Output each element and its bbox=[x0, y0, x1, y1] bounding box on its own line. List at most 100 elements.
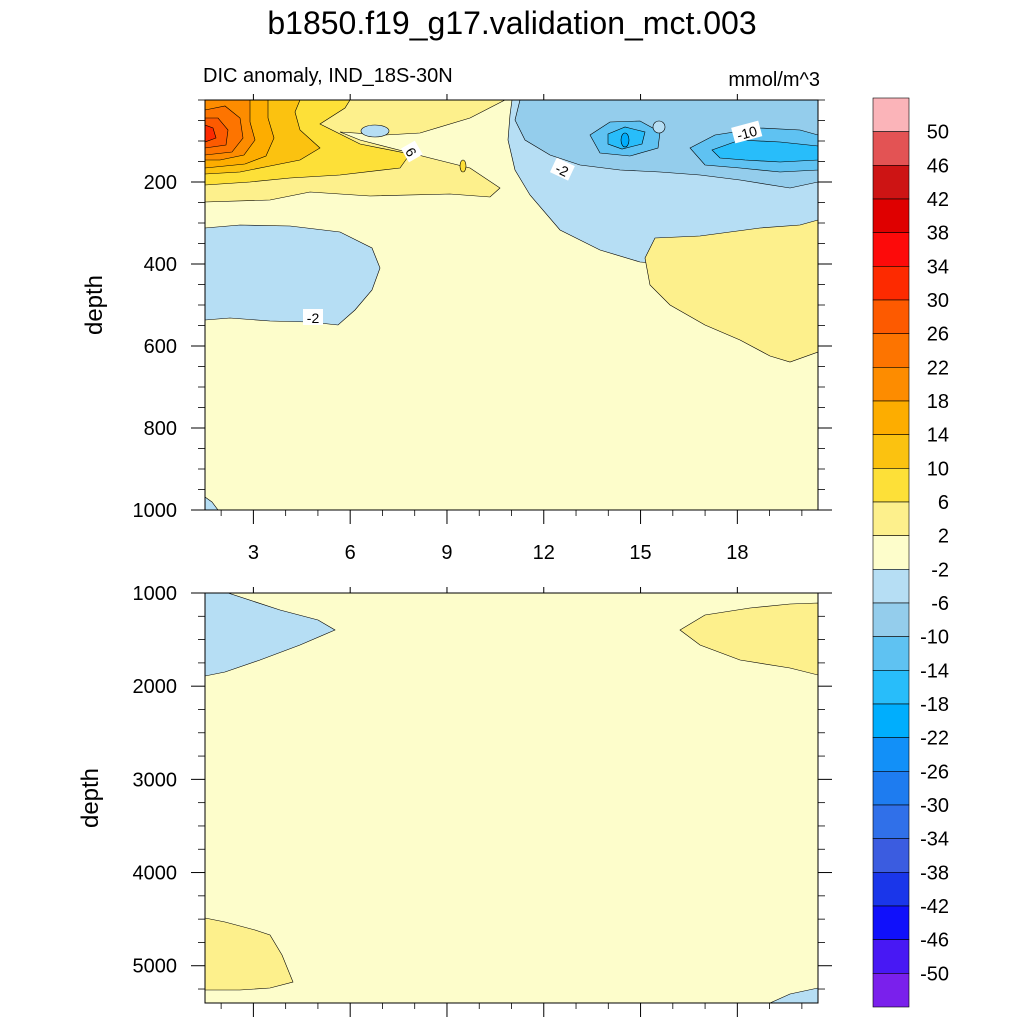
colorbar-label: -42 bbox=[920, 896, 949, 918]
colorbar-label: 2 bbox=[938, 526, 949, 548]
colorbar-label: 6 bbox=[938, 492, 949, 514]
lower-contour-field bbox=[205, 593, 818, 1003]
colorbar-label: -46 bbox=[920, 930, 949, 952]
upper-left-label: DIC anomaly, IND_18S-30N bbox=[203, 65, 453, 87]
upper-contour-labels: 6 -2 -10 -2 bbox=[303, 120, 763, 326]
colorbar-swatch bbox=[872, 97, 910, 132]
colorbar-swatch bbox=[872, 872, 910, 907]
colorbar-label: -38 bbox=[920, 862, 949, 884]
colorbar-label: 18 bbox=[927, 391, 949, 413]
colorbar-swatch bbox=[872, 232, 910, 267]
colorbar-swatch bbox=[872, 299, 910, 334]
contour-fill-small-warm bbox=[459, 159, 467, 173]
upper-panel: DIC anomaly, IND_18S-30N mmol/m^3 bbox=[81, 65, 832, 564]
colorbar-label: -50 bbox=[920, 963, 949, 985]
y-tick-label: 1000 bbox=[133, 583, 178, 605]
x-tick-label: 15 bbox=[629, 542, 651, 564]
x-tick-label: 12 bbox=[533, 542, 555, 564]
y-tick-label: 3000 bbox=[133, 769, 178, 791]
contour-fill-abyss-positive bbox=[205, 917, 294, 991]
colorbar-label: -6 bbox=[931, 593, 949, 615]
lower-y-axis-title: depth bbox=[77, 768, 104, 828]
x-tick-label: 6 bbox=[345, 542, 356, 564]
colorbar-swatch bbox=[872, 131, 910, 166]
colorbar-swatch bbox=[872, 165, 910, 200]
colorbar-swatch bbox=[872, 333, 910, 368]
contour-fill-deep-positive bbox=[679, 602, 818, 676]
contour-label: -10 bbox=[735, 123, 759, 144]
y-tick-label: 400 bbox=[144, 254, 177, 276]
contour-fill-background bbox=[205, 593, 818, 1003]
y-tick-label: 5000 bbox=[133, 956, 178, 978]
colorbar-swatch bbox=[872, 266, 910, 301]
colorbar-label: -18 bbox=[920, 694, 949, 716]
upper-y-axis-title: depth bbox=[81, 275, 108, 335]
contour-fill-deep-negative bbox=[205, 593, 336, 677]
x-tick-label: 18 bbox=[726, 542, 748, 564]
contour-label: -2 bbox=[307, 310, 320, 326]
colorbar-swatch bbox=[872, 737, 910, 772]
colorbar-label: 30 bbox=[927, 290, 949, 312]
x-tick-label: 3 bbox=[248, 542, 259, 564]
colorbar-label: -14 bbox=[920, 660, 949, 682]
colorbar-swatch bbox=[872, 198, 910, 233]
contour-fill-neg-14-18-right bbox=[711, 139, 818, 163]
colorbar-swatch bbox=[872, 670, 910, 705]
y-tick-label: 4000 bbox=[133, 863, 178, 885]
colorbar-swatch bbox=[872, 973, 910, 1008]
contour-fill-abyss-negative bbox=[769, 987, 818, 1003]
colorbar-label: 42 bbox=[927, 189, 949, 211]
colorbar-swatch bbox=[872, 905, 910, 940]
colorbar-label: -34 bbox=[920, 829, 949, 851]
x-tick-label: 9 bbox=[441, 542, 452, 564]
y-tick-label: 800 bbox=[144, 418, 177, 440]
contour-fill-26-30 bbox=[205, 117, 229, 149]
y-tick-label: 2000 bbox=[133, 676, 178, 698]
lower-panel: depth 1000 2000 3000 4000 5000 bbox=[77, 583, 832, 1017]
contour-fill-mid-negative bbox=[205, 224, 381, 326]
colorbar-label: 10 bbox=[927, 458, 949, 480]
colorbar-label: -30 bbox=[920, 795, 949, 817]
colorbar-label: 50 bbox=[927, 122, 949, 144]
colorbar-swatch bbox=[872, 501, 910, 536]
colorbar-swatch bbox=[872, 703, 910, 738]
colorbar-label: -22 bbox=[920, 728, 949, 750]
figure-title: b1850.f19_g17.validation_mct.003 bbox=[267, 5, 756, 41]
contour-fill-small-negative bbox=[360, 124, 390, 138]
colorbar-swatch bbox=[872, 400, 910, 435]
colorbar-label: 22 bbox=[927, 357, 949, 379]
y-tick-label: 600 bbox=[144, 336, 177, 358]
colorbar-label: -26 bbox=[920, 761, 949, 783]
colorbar: 50 46 42 38 34 30 26 22 18 14 10 6 2 -2 -6 -10 -14 -18 -22… bbox=[872, 97, 949, 1008]
colorbar-label: -10 bbox=[920, 627, 949, 649]
colorbar-label: 14 bbox=[927, 425, 949, 447]
colorbar-swatch bbox=[872, 804, 910, 839]
colorbar-label: -2 bbox=[931, 559, 949, 581]
colorbar-swatch bbox=[872, 367, 910, 402]
contour-fill-mid-positive bbox=[644, 219, 818, 363]
colorbar-swatch bbox=[872, 535, 910, 570]
colorbar-swatch bbox=[872, 939, 910, 974]
contour-fill-neg-core bbox=[620, 132, 630, 148]
colorbar-swatch bbox=[872, 434, 910, 469]
contour-fill-corner-negative bbox=[205, 496, 219, 510]
upper-right-label: mmol/m^3 bbox=[728, 69, 820, 91]
colorbar-label: 38 bbox=[927, 223, 949, 245]
colorbar-swatch bbox=[872, 468, 910, 503]
y-tick-label: 200 bbox=[144, 172, 177, 194]
colorbar-swatch bbox=[872, 771, 910, 806]
contour-fill-neg-tiny bbox=[652, 120, 666, 134]
y-tick-label: 1000 bbox=[133, 500, 178, 522]
colorbar-label: 34 bbox=[927, 256, 949, 278]
colorbar-label: 26 bbox=[927, 324, 949, 346]
colorbar-swatch bbox=[872, 838, 910, 873]
colorbar-label: 46 bbox=[927, 155, 949, 177]
colorbar-swatch bbox=[872, 569, 910, 604]
contour-fill-30-34 bbox=[205, 124, 217, 143]
upper-axes: 3 6 9 12 15 18 200 400 600 800 1000 bbox=[133, 94, 832, 564]
lower-axes: 1000 2000 3000 4000 5000 bbox=[133, 583, 832, 1017]
colorbar-swatch bbox=[872, 636, 910, 671]
upper-contour-field bbox=[205, 100, 818, 510]
colorbar-swatch bbox=[872, 602, 910, 637]
